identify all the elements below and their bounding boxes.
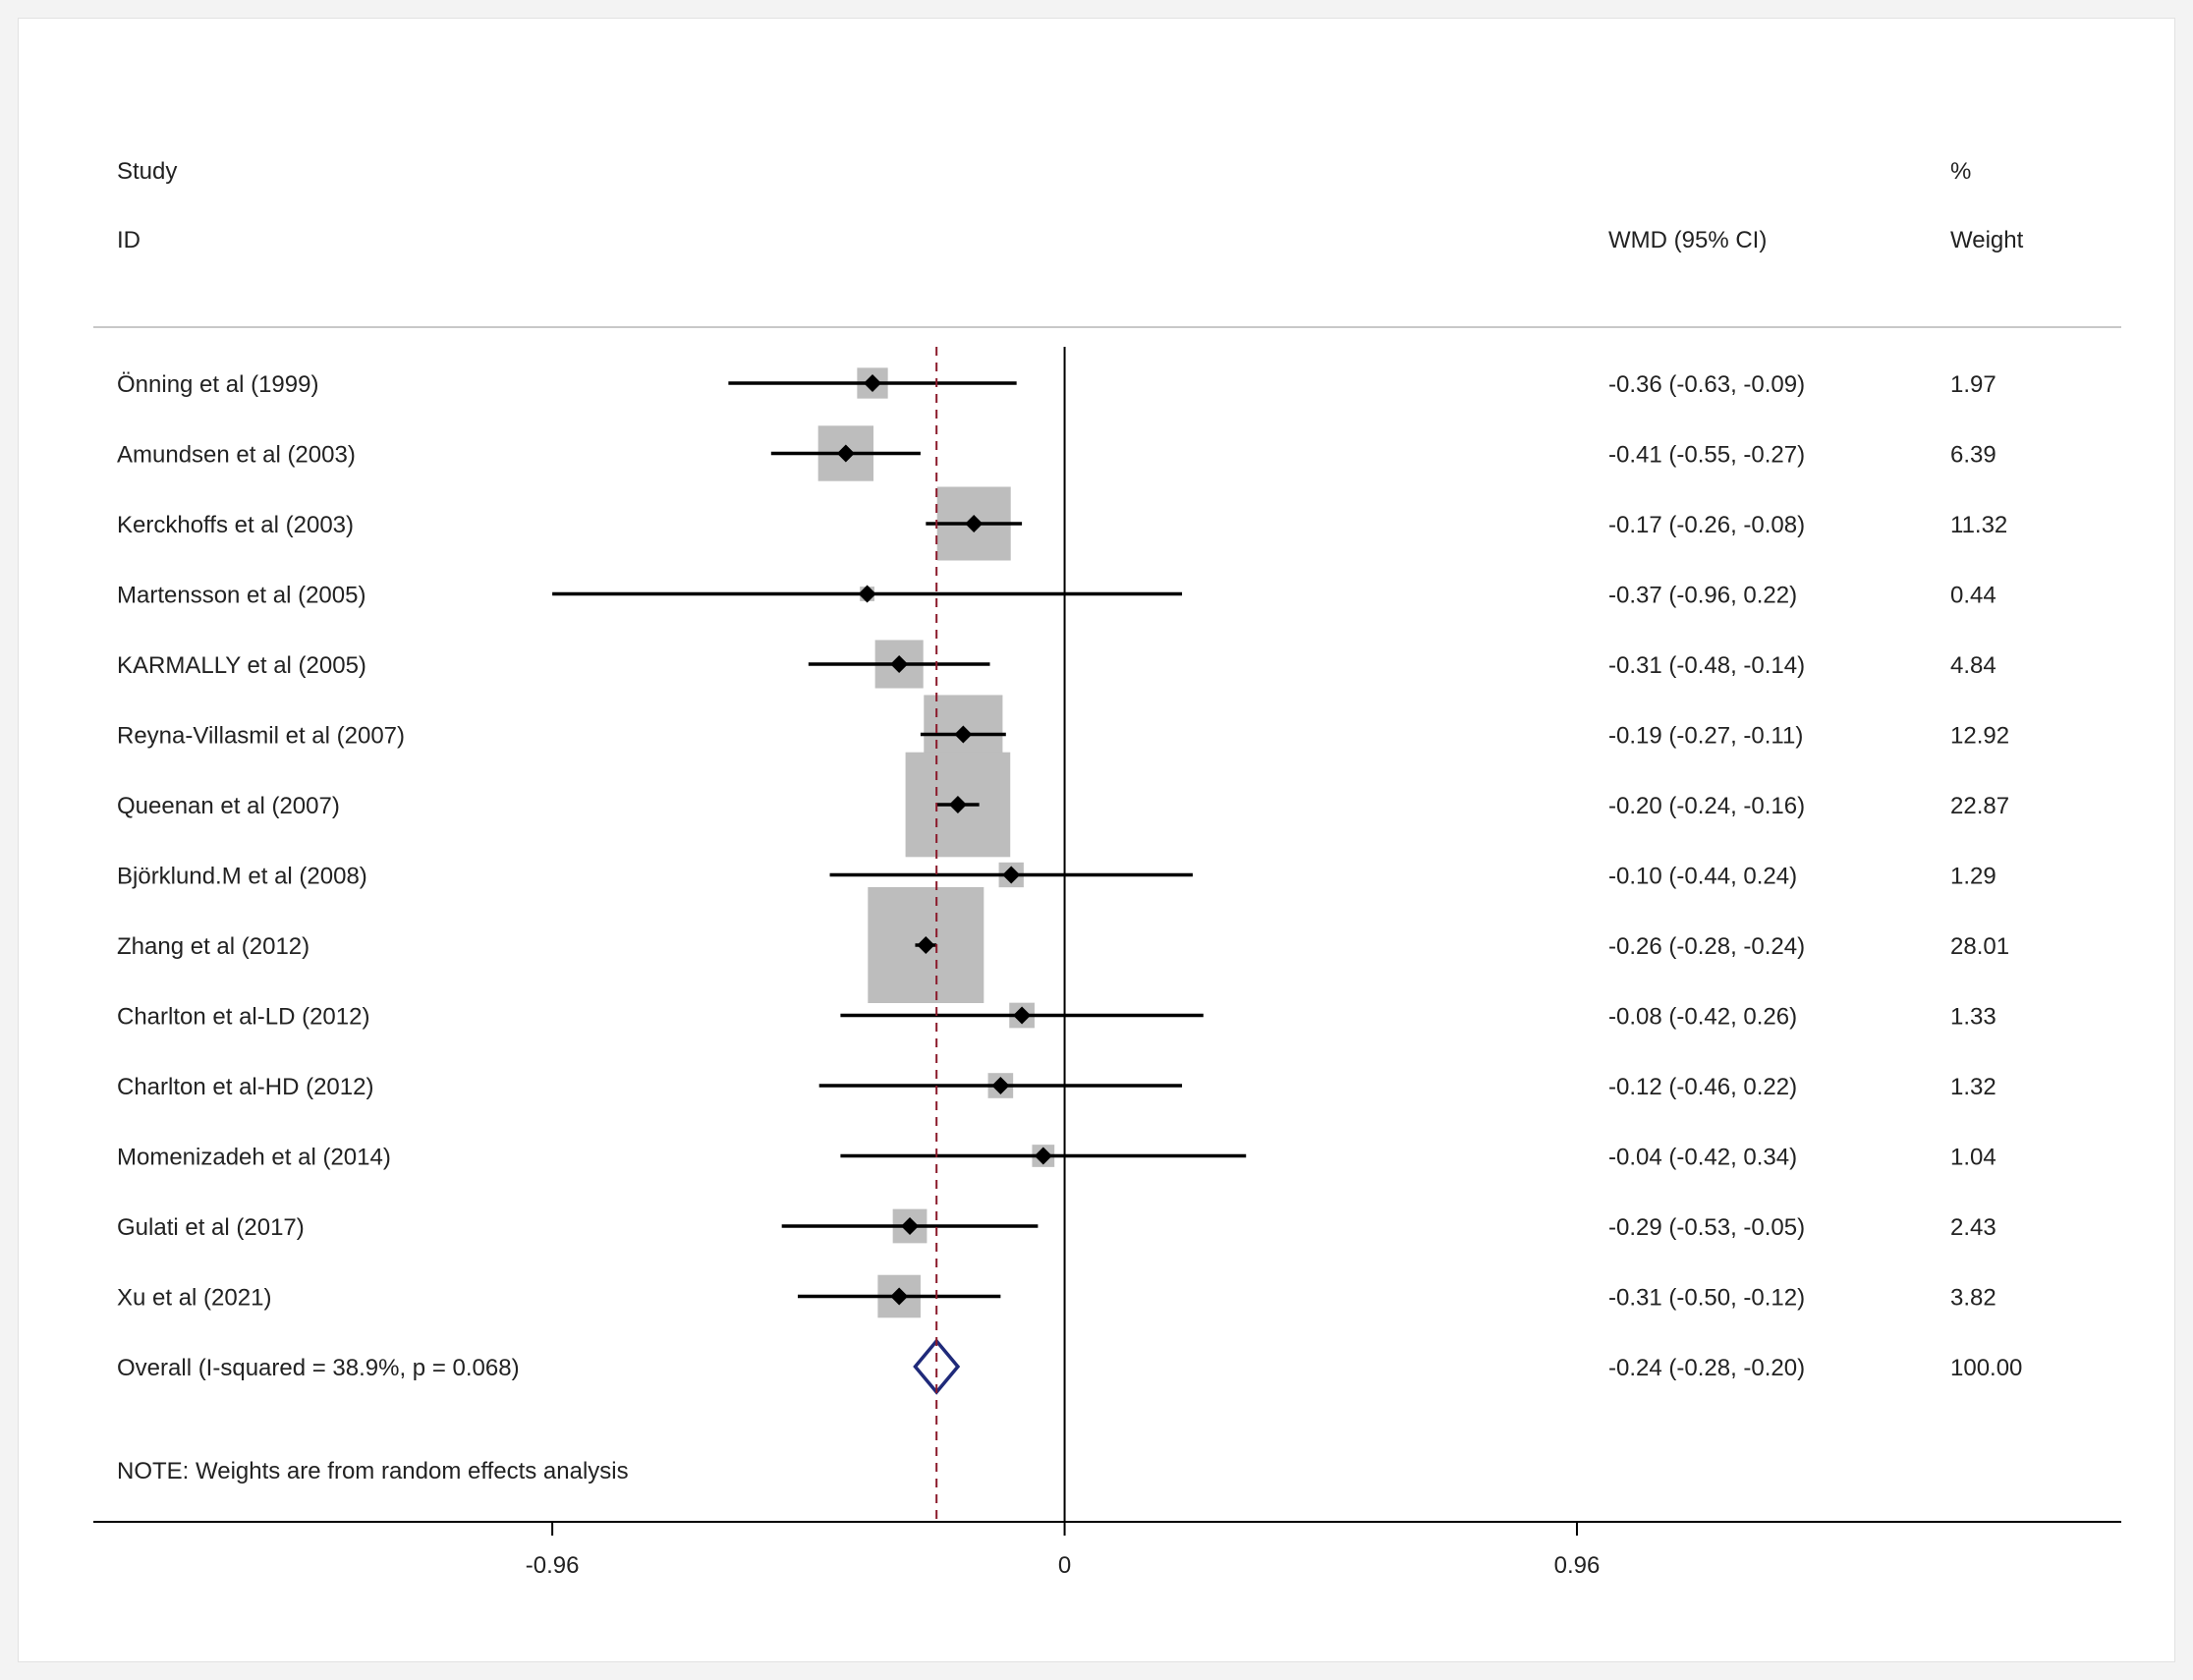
ci-text: -0.26 (-0.28, -0.24) bbox=[1608, 933, 1805, 960]
study-label: Charlton et al-LD (2012) bbox=[117, 1004, 369, 1031]
weight-text: 3.82 bbox=[1950, 1285, 1996, 1312]
overall-label: Overall (I-squared = 38.9%, p = 0.068) bbox=[117, 1355, 520, 1381]
weight-text: 0.44 bbox=[1950, 583, 1996, 609]
weight-text: 6.39 bbox=[1950, 442, 1996, 469]
point-estimate bbox=[917, 936, 935, 954]
weight-text: 1.33 bbox=[1950, 1004, 1996, 1031]
study-row: Xu et al (2021) -0.31 (-0.50, -0.12) 3.82 bbox=[117, 1274, 1996, 1318]
forest-plot: Study ID WMD (95% CI) % Weight Önning et… bbox=[93, 158, 2121, 1579]
weight-text: 28.01 bbox=[1950, 933, 2009, 960]
weight-text: 4.84 bbox=[1950, 652, 1996, 679]
study-row: Charlton et al-LD (2012) -0.08 (-0.42, 0.… bbox=[117, 1002, 1996, 1031]
study-label: Zhang et al (2012) bbox=[117, 933, 309, 960]
study-label: Reyna-Villasmil et al (2007) bbox=[117, 723, 405, 750]
header-wmd: WMD (95% CI) bbox=[1608, 227, 1767, 253]
overall-diamond bbox=[913, 1338, 961, 1395]
study-label: Martensson et al (2005) bbox=[117, 583, 366, 609]
study-label: KARMALLY et al (2005) bbox=[117, 652, 366, 679]
footnote: NOTE: Weights are from random effects an… bbox=[117, 1458, 629, 1484]
ci-text: -0.20 (-0.24, -0.16) bbox=[1608, 793, 1805, 819]
ci-text: -0.31 (-0.50, -0.12) bbox=[1608, 1285, 1805, 1312]
ci-text: -0.31 (-0.48, -0.14) bbox=[1608, 652, 1805, 679]
header: Study ID WMD (95% CI) % Weight bbox=[93, 158, 2121, 328]
point-estimate bbox=[1002, 866, 1021, 884]
study-label: Björklund.M et al (2008) bbox=[117, 864, 367, 890]
study-row: Charlton et al-HD (2012) -0.12 (-0.46, 0.… bbox=[117, 1073, 1996, 1100]
ci-text: -0.37 (-0.96, 0.22) bbox=[1608, 583, 1797, 609]
study-label: Queenan et al (2007) bbox=[117, 793, 340, 819]
study-row: Queenan et al (2007) -0.20 (-0.24, -0.16)… bbox=[117, 752, 2009, 858]
header-id: ID bbox=[117, 227, 141, 253]
weight-text: 12.92 bbox=[1950, 723, 2009, 750]
ci-text: -0.12 (-0.46, 0.22) bbox=[1608, 1074, 1797, 1100]
figure-frame: Study ID WMD (95% CI) % Weight Önning et… bbox=[18, 18, 2175, 1662]
ci-text: -0.08 (-0.42, 0.26) bbox=[1608, 1004, 1797, 1031]
study-label: Charlton et al-HD (2012) bbox=[117, 1074, 373, 1100]
header-study: Study bbox=[117, 158, 177, 185]
point-estimate bbox=[858, 585, 876, 603]
x-tick-label: -0.96 bbox=[526, 1552, 580, 1579]
ci-text: -0.10 (-0.44, 0.24) bbox=[1608, 864, 1797, 890]
study-row: Zhang et al (2012) -0.26 (-0.28, -0.24) 28… bbox=[117, 887, 2009, 1003]
overall-row: Overall (I-squared = 38.9%, p = 0.068) -0… bbox=[117, 1338, 2022, 1395]
weight-text: 22.87 bbox=[1950, 793, 2009, 819]
weight-text: 1.32 bbox=[1950, 1074, 1996, 1100]
weight-text: 1.04 bbox=[1950, 1145, 1996, 1171]
point-estimate bbox=[991, 1077, 1010, 1094]
study-row: Martensson et al (2005) -0.37 (-0.96, 0.2… bbox=[117, 583, 1996, 609]
overall-weight-text: 100.00 bbox=[1950, 1355, 2022, 1381]
study-label: Önning et al (1999) bbox=[117, 371, 318, 398]
point-estimate bbox=[1013, 1006, 1032, 1025]
study-label: Gulati et al (2017) bbox=[117, 1214, 305, 1241]
ci-text: -0.36 (-0.63, -0.09) bbox=[1608, 371, 1805, 398]
weight-text: 1.97 bbox=[1950, 371, 1996, 398]
weight-text: 11.32 bbox=[1950, 512, 2007, 538]
overall-ci-text: -0.24 (-0.28, -0.20) bbox=[1608, 1355, 1805, 1381]
point-estimate bbox=[948, 796, 967, 813]
ci-text: -0.04 (-0.42, 0.34) bbox=[1608, 1145, 1797, 1171]
point-estimate bbox=[864, 374, 882, 392]
point-estimate bbox=[890, 655, 909, 673]
study-row: Kerckhoffs et al (2003) -0.17 (-0.26, -0.… bbox=[117, 486, 2007, 561]
ci-text: -0.19 (-0.27, -0.11) bbox=[1608, 723, 1803, 750]
header-percent: % bbox=[1950, 158, 1971, 185]
study-rows: Önning et al (1999) -0.36 (-0.63, -0.09) 1… bbox=[117, 367, 2009, 1318]
point-estimate bbox=[901, 1217, 920, 1235]
x-tick-label: 0 bbox=[1058, 1552, 1071, 1579]
weight-text: 2.43 bbox=[1950, 1214, 1996, 1241]
x-tick-label: 0.96 bbox=[1554, 1552, 1601, 1579]
weight-text: 1.29 bbox=[1950, 864, 1996, 890]
x-axis: -0.96 0 0.96 bbox=[93, 347, 2121, 1579]
ci-text: -0.41 (-0.55, -0.27) bbox=[1608, 442, 1805, 469]
ci-text: -0.17 (-0.26, -0.08) bbox=[1608, 512, 1805, 538]
study-row: Reyna-Villasmil et al (2007) -0.19 (-0.27… bbox=[117, 695, 2009, 774]
point-estimate bbox=[965, 515, 984, 532]
study-row: Amundsen et al (2003) -0.41 (-0.55, -0.27… bbox=[117, 425, 1996, 481]
study-label: Kerckhoffs et al (2003) bbox=[117, 512, 354, 538]
point-estimate bbox=[954, 725, 973, 744]
point-estimate bbox=[890, 1287, 909, 1306]
point-estimate bbox=[1034, 1147, 1052, 1165]
study-row: Momenizadeh et al (2014) -0.04 (-0.42, 0.… bbox=[117, 1145, 1996, 1171]
study-label: Amundsen et al (2003) bbox=[117, 442, 356, 469]
header-weight: Weight bbox=[1950, 227, 2024, 253]
study-row: Gulati et al (2017) -0.29 (-0.53, -0.05) 2… bbox=[117, 1208, 1996, 1244]
point-estimate bbox=[836, 444, 855, 463]
study-label: Xu et al (2021) bbox=[117, 1285, 271, 1312]
study-row: Önning et al (1999) -0.36 (-0.63, -0.09) 1… bbox=[117, 367, 1996, 399]
study-row: KARMALLY et al (2005) -0.31 (-0.48, -0.14… bbox=[117, 640, 1996, 689]
ci-text: -0.29 (-0.53, -0.05) bbox=[1608, 1214, 1805, 1241]
study-label: Momenizadeh et al (2014) bbox=[117, 1145, 391, 1171]
study-row: Björklund.M et al (2008) -0.10 (-0.44, 0.… bbox=[117, 862, 1996, 890]
